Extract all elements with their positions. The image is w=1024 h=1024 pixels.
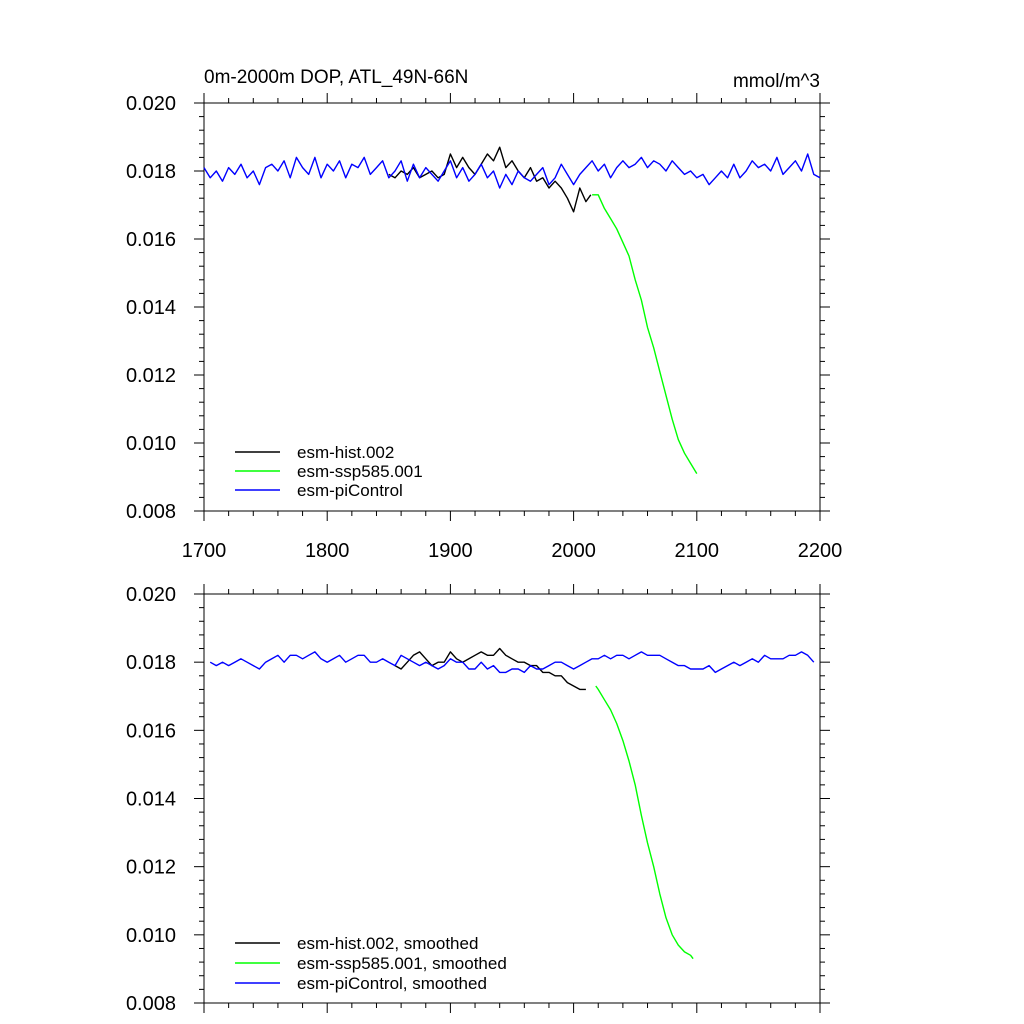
legend-label: esm-ssp585.001 bbox=[297, 462, 423, 481]
y-tick-label: 0.014 bbox=[126, 297, 176, 319]
y-tick-label: 0.010 bbox=[126, 433, 176, 455]
series-line-1 bbox=[388, 146, 592, 213]
series-line-2 bbox=[592, 194, 698, 474]
legend-label: esm-hist.002, smoothed bbox=[297, 934, 478, 953]
x-tick-label: 2100 bbox=[675, 540, 720, 562]
series-line-1 bbox=[394, 647, 586, 691]
series-line-3 bbox=[203, 153, 821, 189]
x-tick-label: 1700 bbox=[182, 540, 227, 562]
units-label: mmol/m^3 bbox=[733, 71, 820, 92]
y-tick-label: 0.016 bbox=[126, 229, 176, 251]
y-tick-label: 0.010 bbox=[126, 925, 176, 947]
y-tick-label: 0.008 bbox=[126, 501, 176, 523]
top-panel: 0m-2000m DOP, ATL_49N-66N mmol/m^3 0.020… bbox=[126, 67, 842, 562]
y-tick-label: 0.012 bbox=[126, 365, 176, 387]
y-tick-label: 0.012 bbox=[126, 857, 176, 879]
x-tick-label: 2000 bbox=[551, 540, 596, 562]
legend-label: esm-piControl, smoothed bbox=[297, 974, 487, 993]
y-tick-label: 0.008 bbox=[126, 993, 176, 1015]
legend-label: esm-ssp585.001, smoothed bbox=[297, 954, 507, 973]
bottom-panel: 0.020 0.018 0.016 0.014 0.012 0.010 0.008 esm-h… bbox=[126, 584, 830, 1015]
series-line-2 bbox=[595, 685, 694, 960]
legend-label: esm-piControl bbox=[297, 481, 403, 500]
x-tick-label: 1800 bbox=[305, 540, 350, 562]
y-tick-label: 0.018 bbox=[126, 652, 176, 674]
y-tick-label: 0.016 bbox=[126, 720, 176, 742]
legend-label: esm-hist.002 bbox=[297, 443, 394, 462]
chart-title: 0m-2000m DOP, ATL_49N-66N bbox=[204, 67, 468, 88]
y-tick-label: 0.020 bbox=[126, 93, 176, 115]
y-tick-label: 0.018 bbox=[126, 161, 176, 183]
x-tick-label: 2200 bbox=[798, 540, 843, 562]
y-tick-label: 0.014 bbox=[126, 789, 176, 811]
y-tick-label: 0.020 bbox=[126, 584, 176, 606]
series-line-3 bbox=[209, 651, 815, 674]
x-tick-label: 1900 bbox=[428, 540, 473, 562]
